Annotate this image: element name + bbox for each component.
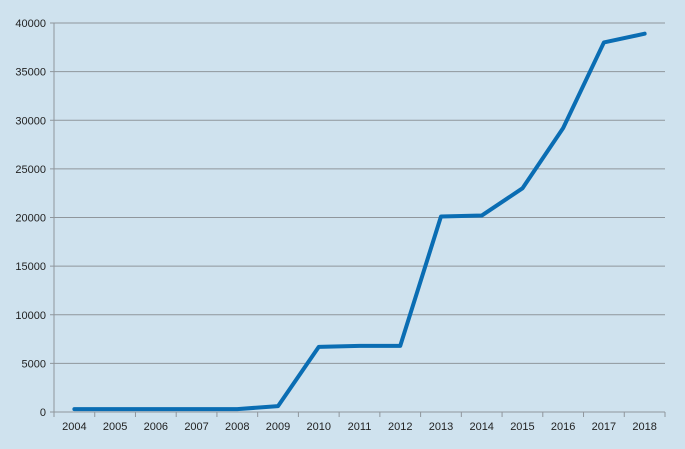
x-tick-label: 2013	[429, 421, 453, 433]
y-tick-label: 30000	[15, 115, 46, 127]
x-tick-label: 2014	[469, 421, 493, 433]
x-tick-label: 2012	[388, 421, 412, 433]
x-tick-label: 2006	[144, 421, 168, 433]
y-tick-label: 15000	[15, 261, 46, 273]
x-tick-label: 2017	[592, 421, 616, 433]
y-tick-label: 35000	[15, 67, 46, 79]
x-tick-label: 2008	[225, 421, 249, 433]
y-axis-tick-labels: 0 5000 10000 15000 20000 25000 30000 35000 40000	[15, 18, 46, 419]
x-tick-label: 2011	[348, 421, 372, 433]
x-axis-tick-labels: 2004 2005 2006 2007 2008 2009 2010 2011 2012 2013…	[62, 421, 657, 433]
x-tick-label: 2016	[551, 421, 575, 433]
x-tick-label: 2005	[103, 421, 127, 433]
x-tick-label: 2009	[266, 421, 290, 433]
y-tick-label: 25000	[15, 164, 46, 176]
y-tick-label: 5000	[22, 358, 46, 370]
y-tick-label: 10000	[15, 310, 46, 322]
x-tick-label: 2018	[632, 421, 656, 433]
x-tick-label: 2004	[62, 421, 86, 433]
series-line	[72, 31, 647, 412]
x-tick-label: 2015	[510, 421, 534, 433]
y-tick-label: 40000	[15, 18, 46, 30]
gridlines	[54, 22, 665, 364]
x-tick-label: 2007	[184, 421, 208, 433]
y-tick-label: 20000	[15, 213, 46, 225]
series	[72, 31, 647, 412]
axes	[50, 22, 666, 417]
x-tick-label: 2010	[307, 421, 331, 433]
y-tick-label: 0	[40, 407, 46, 419]
